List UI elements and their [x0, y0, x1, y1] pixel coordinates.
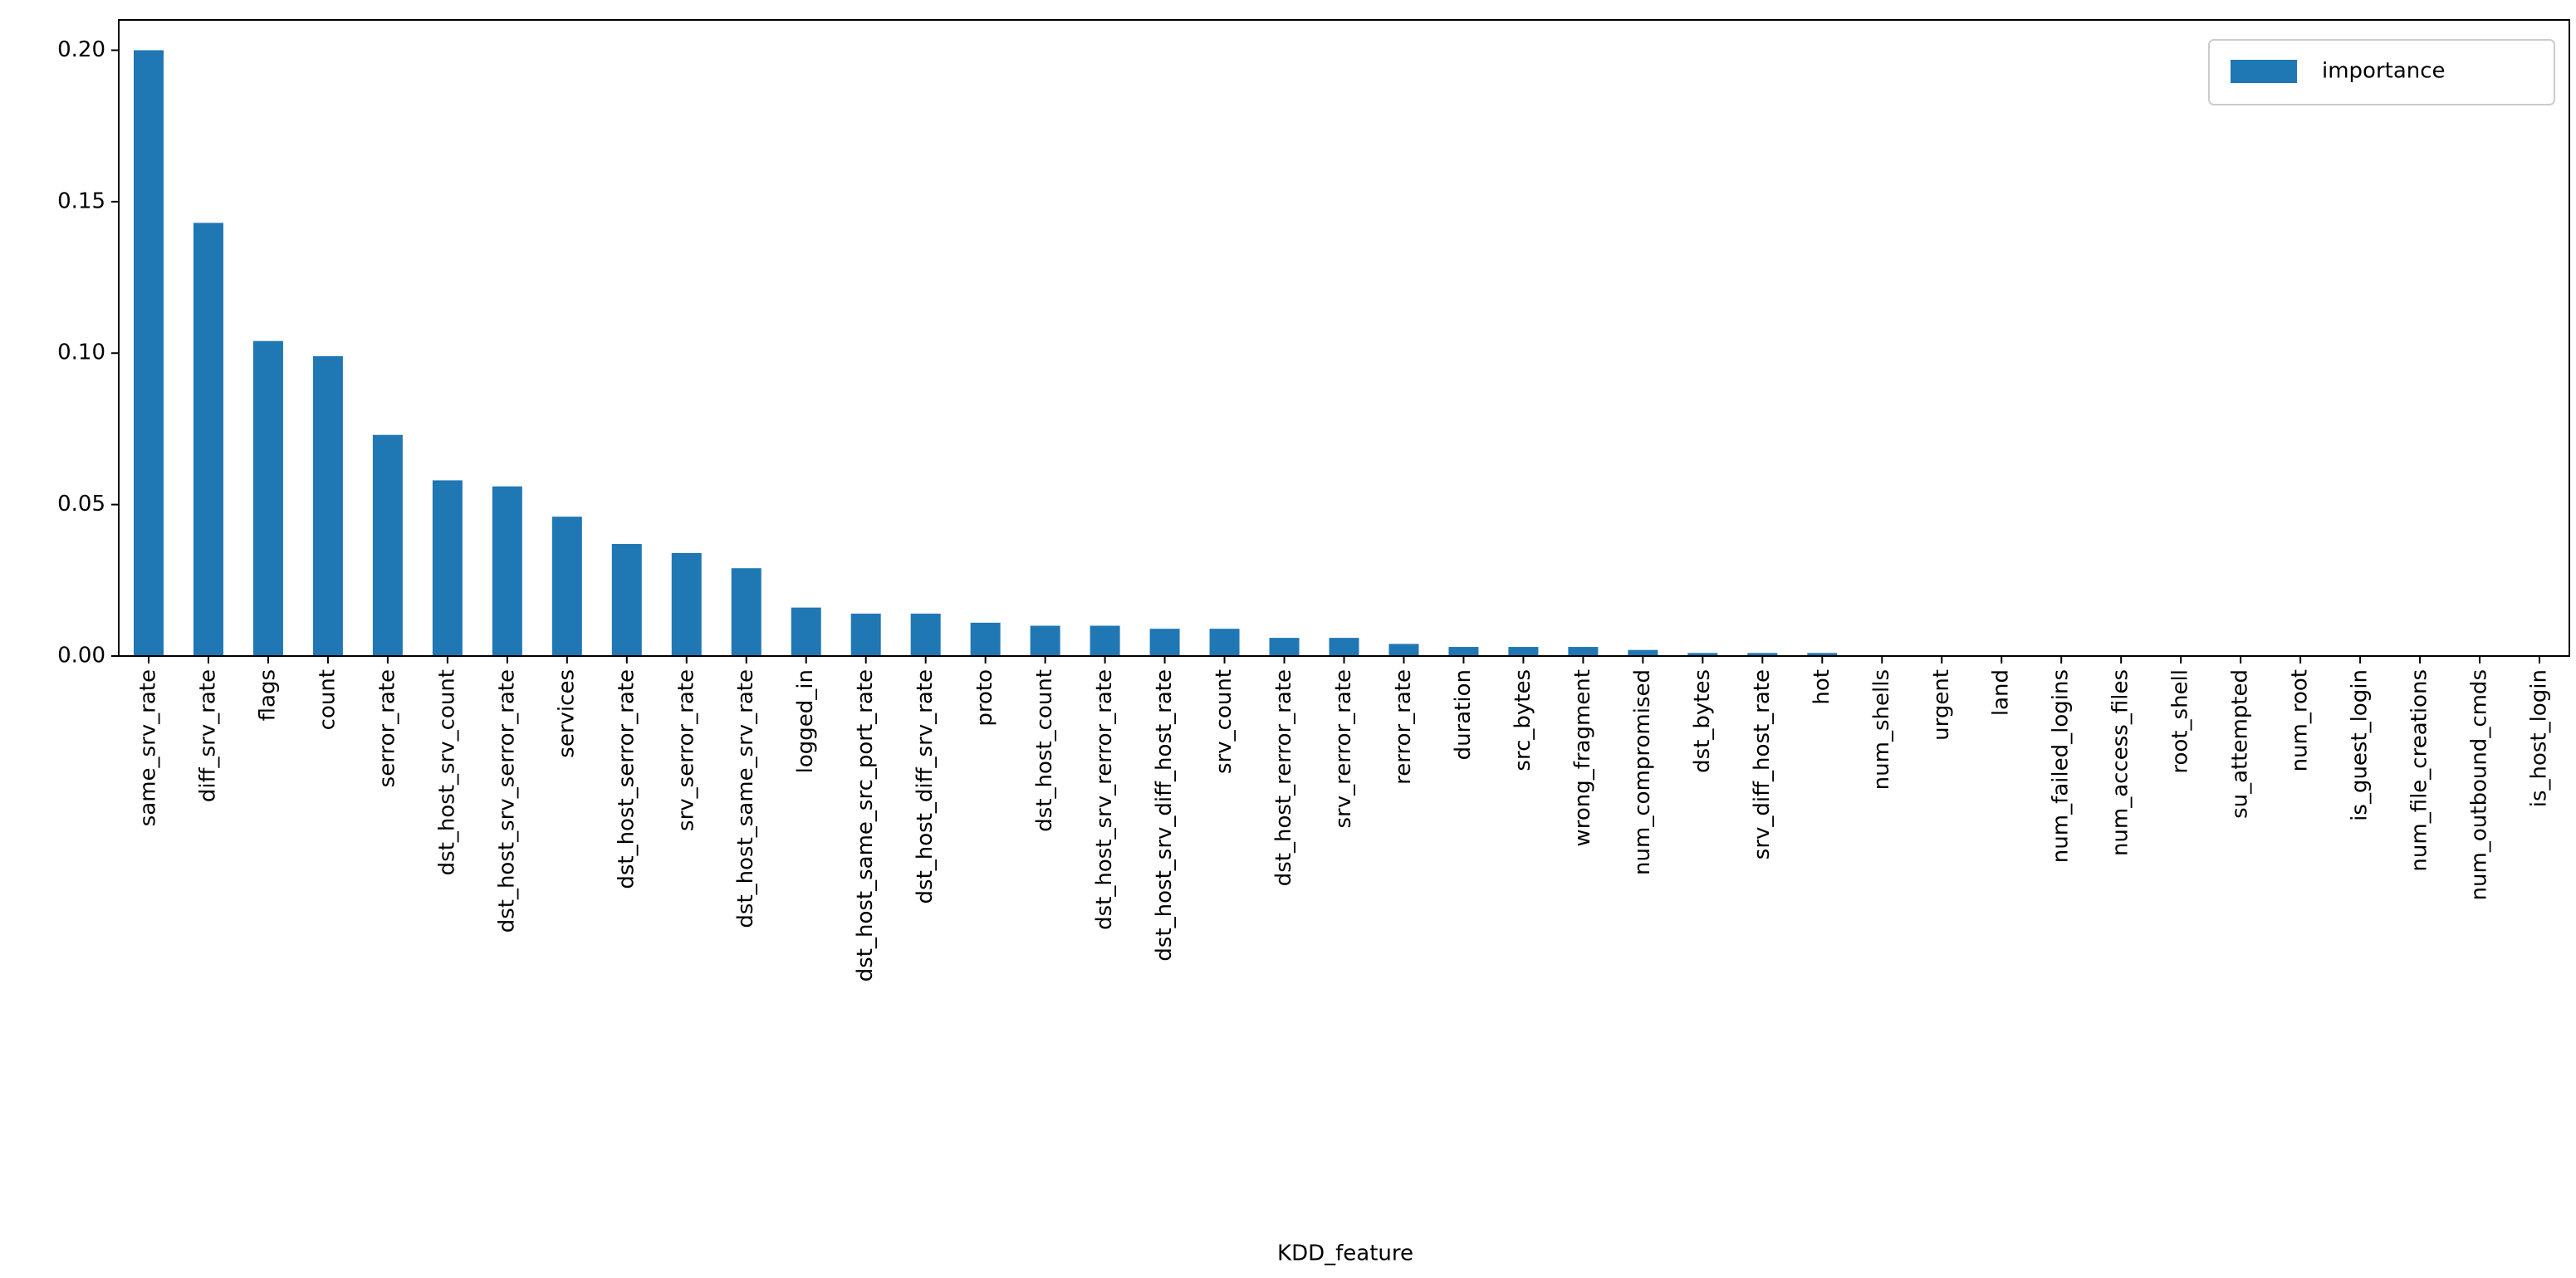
bar [432, 480, 463, 656]
bar [731, 568, 762, 656]
x-tick-label: dst_host_same_srv_rate [733, 669, 758, 928]
y-tick-label: 0.05 [57, 492, 105, 517]
x-tick-label: dst_host_count [1032, 669, 1057, 832]
legend-box [2208, 39, 2555, 105]
bar [1747, 653, 1778, 656]
bar [1269, 638, 1300, 656]
bar [671, 552, 702, 656]
x-tick-label: su_attempted [2228, 669, 2253, 819]
x-tick-label: dst_host_srv_diff_host_rate [1152, 669, 1177, 962]
x-tick-label: num_root [2288, 669, 2313, 771]
bar [611, 544, 642, 656]
bar [551, 517, 582, 656]
y-tick-label: 0.20 [57, 37, 105, 62]
legend-label: importance [2322, 59, 2446, 84]
x-tick-label: dst_host_srv_rerror_rate [1092, 669, 1117, 930]
bar [193, 223, 223, 656]
x-tick-label: logged_in [793, 669, 818, 773]
x-tick-label: wrong_fragment [1570, 669, 1595, 847]
legend-swatch [2231, 60, 2297, 83]
x-tick-label: num_file_creations [2407, 669, 2432, 872]
y-tick-label: 0.00 [57, 644, 105, 668]
bar [850, 613, 881, 656]
bar [312, 355, 343, 656]
x-tick-label: diff_srv_rate [195, 669, 220, 802]
x-tick-label: dst_host_same_src_port_rate [853, 669, 878, 982]
bar [372, 434, 403, 656]
x-tick-label: dst_host_rerror_rate [1271, 669, 1296, 886]
x-tick-label: dst_bytes [1690, 669, 1715, 773]
bar [1388, 644, 1419, 656]
bar [1149, 629, 1180, 656]
x-tick-label: proto [972, 669, 997, 727]
x-tick-label: num_failed_logins [2049, 669, 2074, 863]
y-tick-label: 0.10 [57, 340, 105, 365]
bar [1628, 649, 1658, 656]
x-tick-label: is_guest_login [2348, 669, 2373, 821]
bar [492, 486, 522, 656]
x-tick-label: flags [255, 669, 280, 721]
x-tick-label: dst_host_srv_serror_rate [494, 669, 519, 933]
x-tick-label: dst_host_serror_rate [614, 669, 639, 889]
x-tick-label: urgent [1929, 669, 1954, 741]
x-tick-label: srv_diff_host_rate [1750, 669, 1775, 859]
x-tick-label: num_access_files [2108, 669, 2133, 856]
y-tick-label: 0.15 [57, 189, 105, 213]
bar [1448, 647, 1479, 656]
x-tick-label: serror_rate [375, 669, 399, 787]
bar [910, 613, 941, 656]
x-tick-label: services [554, 669, 579, 758]
x-tick-label: land [1989, 669, 2014, 716]
x-tick-label: hot [1810, 669, 1834, 705]
x-axis-label: KDD_feature [1277, 1241, 1413, 1266]
x-tick-label: num_shells [1869, 669, 1894, 790]
x-tick-label: is_host_login [2527, 669, 2552, 807]
bar [1508, 647, 1539, 656]
bar [1090, 625, 1120, 656]
x-tick-label: srv_count [1212, 669, 1237, 774]
x-tick-label: srv_serror_rate [673, 669, 698, 831]
x-tick-label: root_shell [2168, 669, 2193, 774]
x-tick-label: num_compromised [1630, 669, 1655, 875]
bar [791, 607, 821, 656]
bar [252, 340, 283, 656]
bar [1568, 647, 1599, 656]
x-tick-label: rerror_rate [1391, 669, 1416, 785]
x-tick-label: duration [1451, 669, 1476, 760]
bar [1030, 625, 1060, 656]
plot-frame [118, 19, 2570, 657]
bar [1687, 653, 1718, 656]
x-tick-label: dst_host_srv_count [434, 669, 459, 875]
x-tick-label: num_outbound_cmds [2467, 669, 2492, 900]
x-tick-label: same_srv_rate [135, 669, 160, 826]
bar [1807, 653, 1838, 656]
bar [970, 622, 1001, 656]
bar [1329, 638, 1359, 656]
x-tick-label: dst_host_diff_srv_rate [913, 669, 938, 903]
x-tick-label: srv_rerror_rate [1331, 669, 1356, 829]
bar [1209, 629, 1240, 656]
bar [133, 50, 164, 656]
x-tick-label: src_bytes [1511, 669, 1535, 771]
x-tick-label: count [315, 669, 340, 730]
